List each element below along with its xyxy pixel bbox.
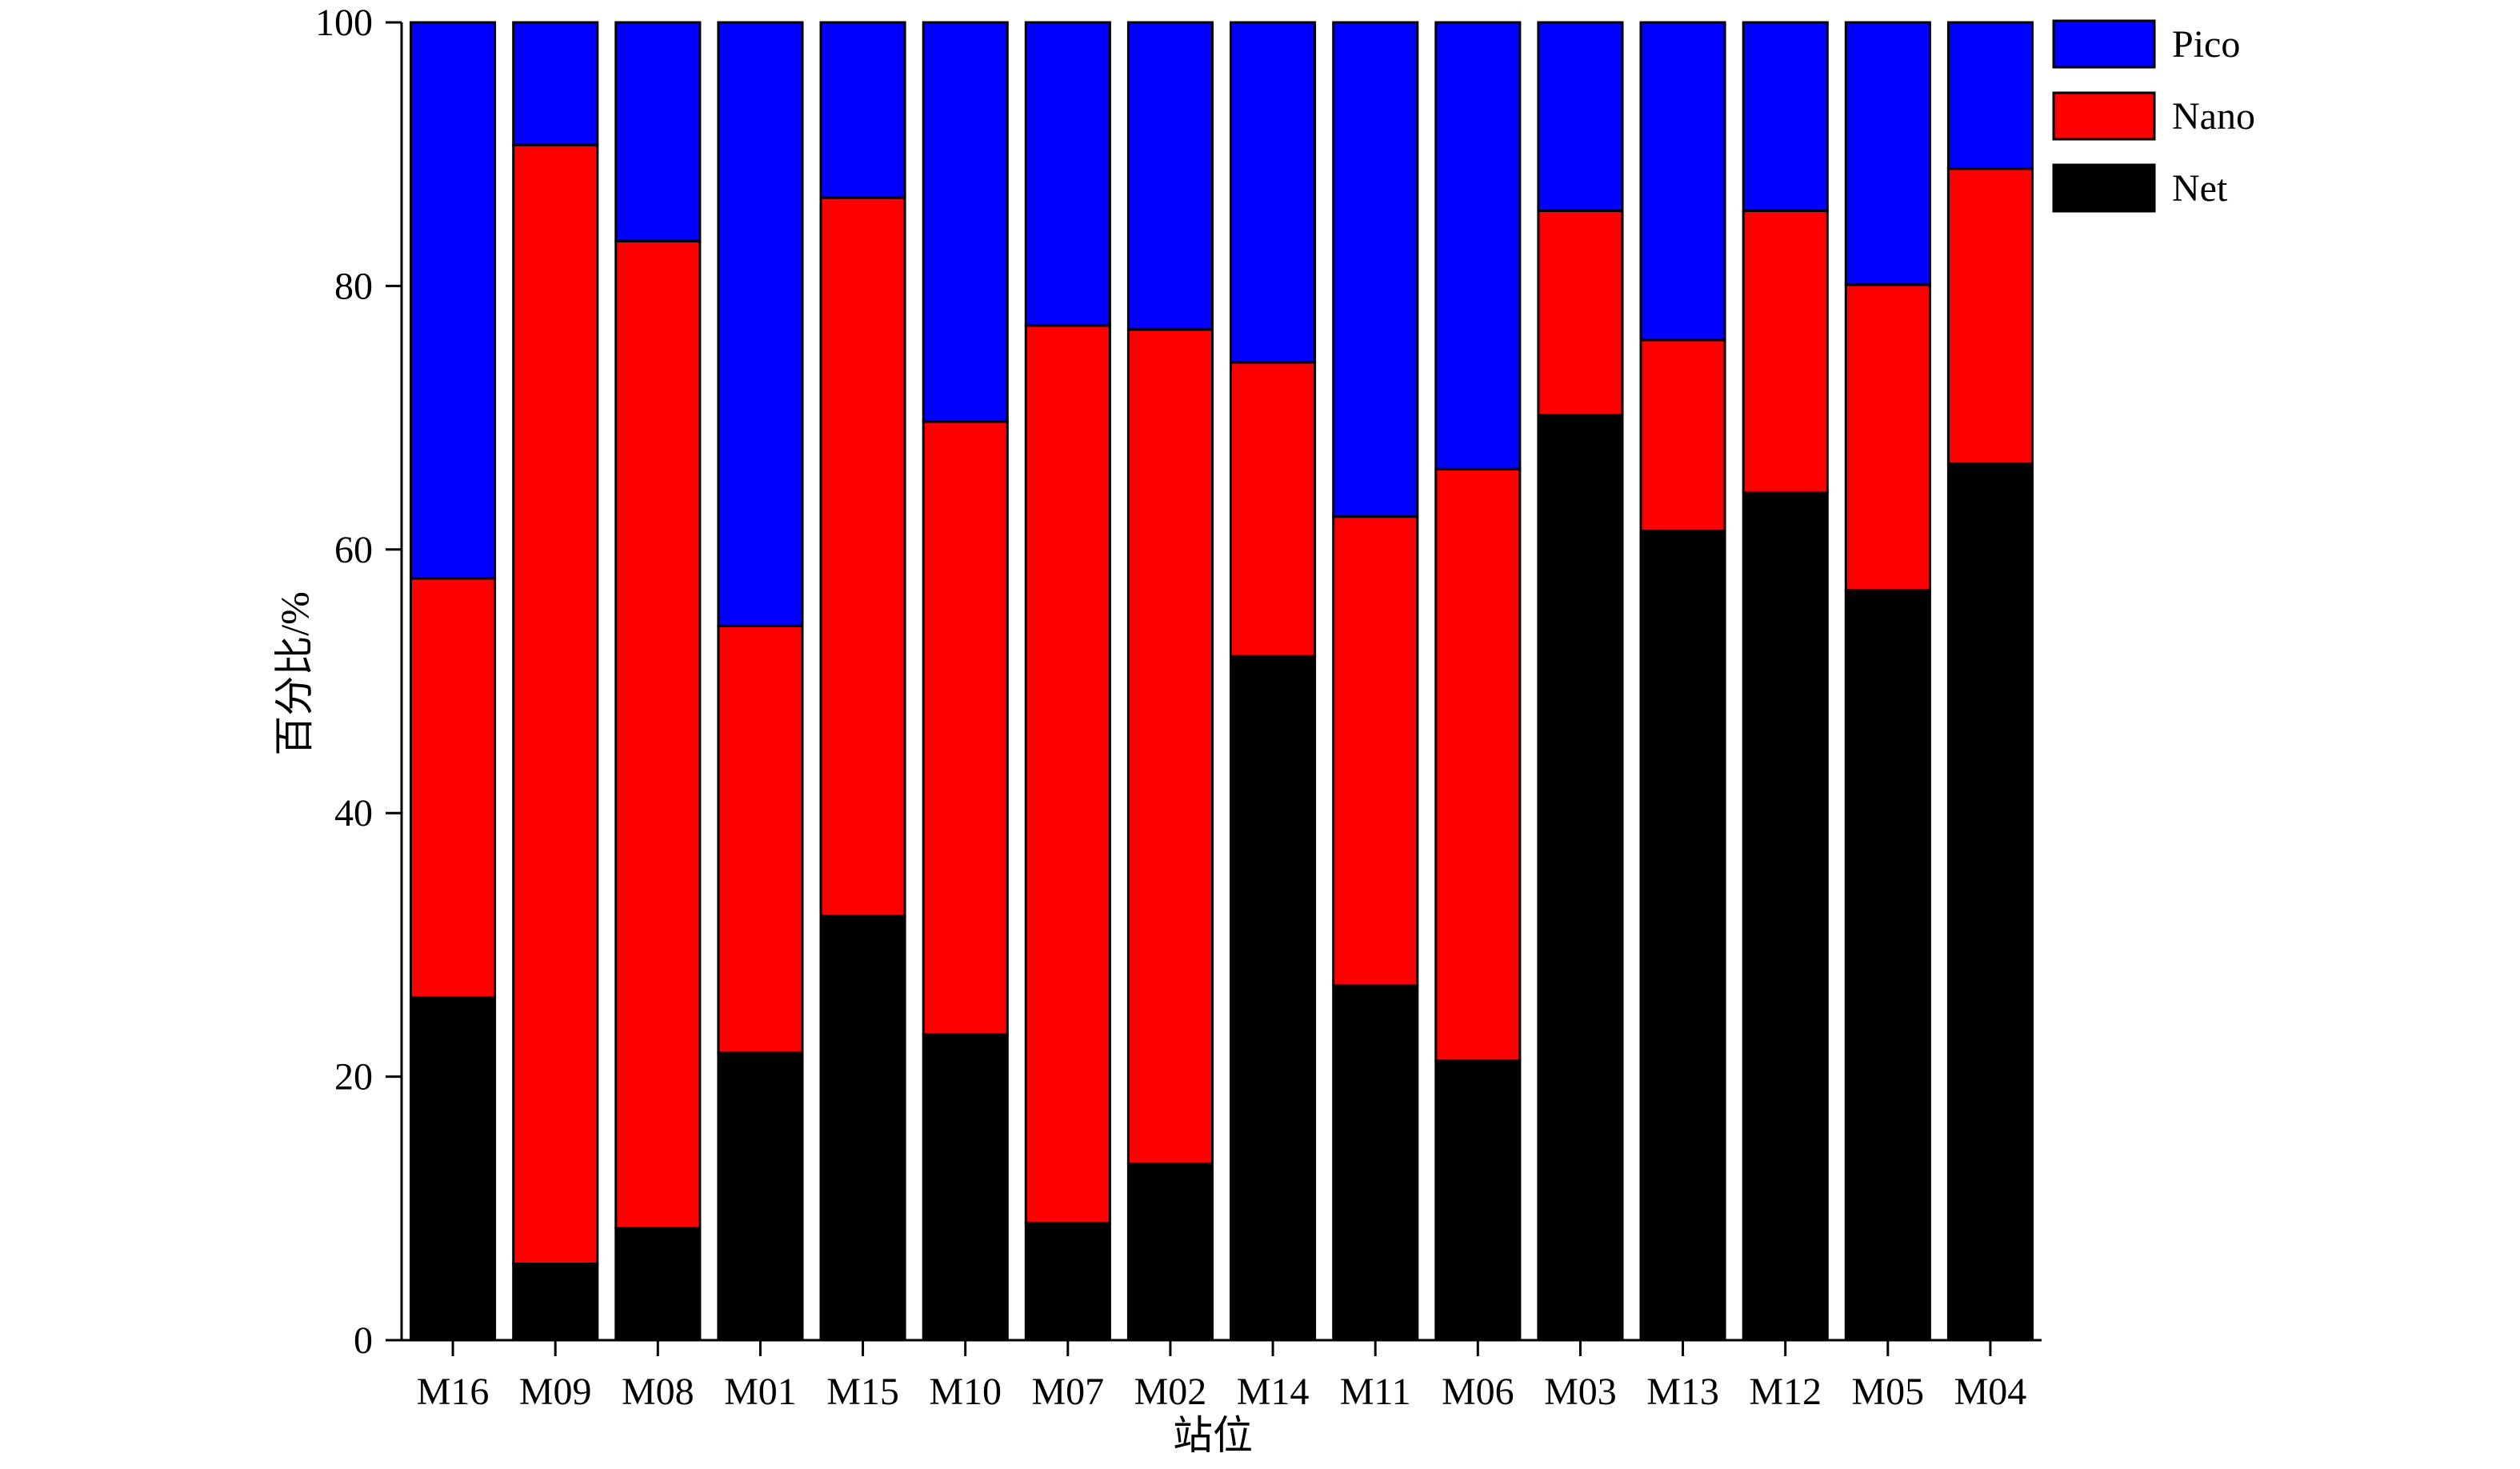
bar-net-m10	[922, 1033, 1009, 1342]
bar-pico-m12	[1742, 21, 1829, 212]
bar-pico-m10	[922, 21, 1009, 423]
bar-pico-m16	[410, 21, 497, 580]
bar-net-m16	[410, 996, 497, 1342]
legend-swatch-nano	[2052, 91, 2156, 141]
bar-net-m02	[1126, 1162, 1214, 1342]
bar-pico-m03	[1537, 21, 1624, 212]
x-tick-label-m04: M04	[1954, 1371, 2027, 1413]
legend-swatch-net	[2052, 163, 2156, 213]
bar-nano-m08	[614, 239, 702, 1230]
bar-net-m11	[1332, 984, 1419, 1342]
bar-pico-m05	[1844, 21, 1931, 286]
legend-swatch-pico	[2052, 19, 2156, 69]
bar-nano-m11	[1332, 515, 1419, 987]
bars-layer	[410, 21, 2034, 1342]
x-tick-label-m05: M05	[1851, 1371, 1924, 1413]
x-tick-label-m01: M01	[724, 1371, 797, 1413]
x-tick-label-m16: M16	[417, 1371, 490, 1413]
bar-net-m07	[1024, 1221, 1111, 1342]
bar-pico-m15	[819, 21, 906, 199]
bar-nano-m09	[512, 143, 599, 1266]
bar-pico-m08	[614, 21, 702, 242]
bar-pico-m13	[1639, 21, 1726, 342]
bar-net-m06	[1434, 1059, 1522, 1342]
bar-nano-m06	[1434, 467, 1522, 1063]
bar-nano-m04	[1946, 167, 2034, 466]
x-tick-label-m03: M03	[1544, 1371, 1617, 1413]
bar-pico-m14	[1230, 21, 1317, 364]
x-tick-label-m06: M06	[1442, 1371, 1514, 1413]
bar-nano-m13	[1639, 338, 1726, 533]
bar-nano-m02	[1126, 328, 1214, 1165]
bar-pico-m01	[717, 21, 804, 627]
bar-nano-m12	[1742, 210, 1829, 494]
bar-nano-m07	[1024, 324, 1111, 1224]
legend-label-net: Net	[2172, 167, 2228, 210]
legend-label-nano: Nano	[2172, 95, 2255, 138]
legend-label-pico: Pico	[2172, 23, 2240, 66]
y-tick-label-100: 100	[315, 2, 373, 44]
legend: Pico Nano Net	[2052, 19, 2255, 213]
bar-nano-m15	[819, 196, 906, 918]
bar-nano-m10	[922, 420, 1009, 1036]
x-tick-label-m11: M11	[1340, 1371, 1411, 1413]
x-axis-title: 站位	[1173, 1413, 1253, 1458]
axes-layer: 0 20 40 60 80 100 M16 M09 M08 M01 M15 M10 M07 M02 M14 M…	[315, 2, 2042, 1413]
bar-nano-m01	[717, 624, 804, 1055]
bar-net-m01	[717, 1051, 804, 1342]
bar-pico-m06	[1434, 21, 1522, 470]
bar-pico-m11	[1332, 21, 1419, 518]
bar-nano-m16	[410, 577, 497, 999]
y-tick-label-20: 20	[334, 1056, 373, 1099]
bar-pico-m04	[1946, 21, 2034, 170]
bar-nano-m14	[1230, 361, 1317, 658]
bar-net-m09	[512, 1263, 599, 1342]
y-tick-label-40: 40	[334, 792, 373, 835]
bar-net-m03	[1537, 414, 1624, 1342]
y-tick-label-80: 80	[334, 265, 373, 307]
bar-pico-m02	[1126, 21, 1214, 331]
bar-nano-m03	[1537, 210, 1624, 417]
x-tick-label-m15: M15	[826, 1371, 899, 1413]
bar-net-m04	[1946, 462, 2034, 1342]
x-tick-label-m13: M13	[1646, 1371, 1719, 1413]
x-tick-label-m14: M14	[1237, 1371, 1310, 1413]
bar-net-m14	[1230, 654, 1317, 1342]
x-tick-label-m08: M08	[622, 1371, 694, 1413]
bar-nano-m05	[1844, 283, 1931, 592]
x-tick-label-m07: M07	[1031, 1371, 1104, 1413]
y-tick-label-0: 0	[354, 1319, 373, 1362]
x-tick-label-m02: M02	[1134, 1371, 1207, 1413]
x-tick-label-m10: M10	[929, 1371, 1002, 1413]
bar-net-m05	[1844, 589, 1931, 1342]
bar-net-m12	[1742, 491, 1829, 1342]
x-tick-label-m12: M12	[1749, 1371, 1822, 1413]
x-tick-label-m09: M09	[519, 1371, 592, 1413]
bar-pico-m09	[512, 21, 599, 146]
y-tick-label-60: 60	[334, 529, 373, 571]
y-axis-title: 百分比/%	[272, 591, 317, 756]
bar-net-m08	[614, 1227, 702, 1342]
bar-net-m15	[819, 915, 906, 1342]
bar-pico-m07	[1024, 21, 1111, 327]
bar-net-m13	[1639, 530, 1726, 1342]
